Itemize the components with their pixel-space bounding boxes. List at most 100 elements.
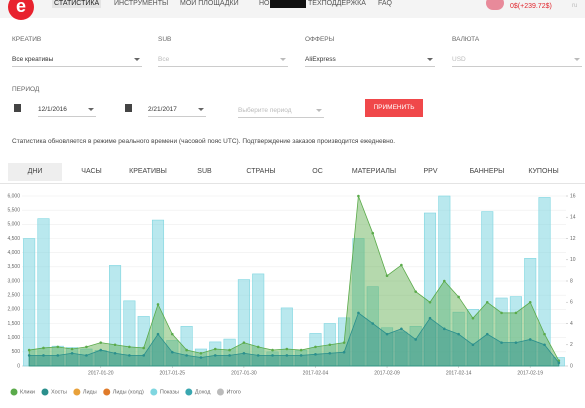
legend-marker[interactable] (103, 388, 111, 396)
legend-marker[interactable] (73, 388, 81, 396)
y-tick-label: 5,500 (7, 207, 20, 213)
y2-tick-label: 2 (570, 342, 573, 348)
balance: 0$(+239.72$) (510, 3, 552, 10)
x-tick-label: 2017-02-04 (303, 370, 329, 376)
tab[interactable]: PPV (423, 168, 438, 175)
y-tick-label: 500 (12, 349, 21, 355)
tab[interactable]: ДНИ (8, 163, 62, 181)
point (256, 354, 260, 357)
x-tick-label: 2017-01-30 (231, 370, 257, 376)
y-tick-label: 4,500 (7, 236, 20, 242)
nav-item[interactable]: МОИ ПЛОЩАДКИ (180, 0, 239, 7)
point (385, 332, 389, 336)
point (185, 348, 188, 352)
legend-label: Хосты (51, 389, 67, 395)
bar (37, 218, 50, 367)
legend-marker[interactable] (41, 388, 49, 396)
point (299, 354, 303, 357)
language[interactable]: ru (572, 3, 578, 9)
point (357, 311, 360, 315)
legend-marker[interactable] (185, 388, 193, 396)
point (328, 351, 332, 355)
tab[interactable]: СТРАНЫ (246, 168, 276, 175)
filter-value: Все (158, 56, 170, 63)
nav-item[interactable]: НОВО (257, 0, 281, 8)
point (385, 274, 389, 277)
nav-item[interactable]: ТЕХПОДДЕРЖКА (308, 0, 366, 7)
y-tick-label: 4,000 (7, 250, 20, 256)
date-from[interactable]: 12/1/2016 (38, 106, 96, 117)
y2-tick-label: 4 (570, 321, 573, 327)
filter-value: AliExpress (305, 56, 336, 63)
point (314, 345, 317, 349)
apply-button[interactable]: ПРИМЕНИТЬ (365, 99, 423, 117)
legend-label: Итого (226, 389, 240, 395)
filter-value: Все креативы (12, 56, 54, 63)
date-to[interactable]: 2/21/2017 (148, 106, 206, 117)
legend-marker[interactable] (10, 388, 18, 396)
point (400, 327, 403, 331)
point (514, 311, 518, 315)
filter-select[interactable]: USD (452, 56, 582, 67)
y2-tick-label: 16 (570, 193, 576, 199)
nav-item[interactable]: СТАТИСТИКА (52, 0, 102, 8)
point (27, 348, 31, 352)
top-bar (0, 0, 585, 18)
point (357, 194, 360, 198)
tab[interactable]: ОС (312, 168, 323, 175)
legend-marker[interactable] (150, 388, 158, 396)
tab[interactable]: ЧАСЫ (81, 168, 102, 175)
filter-value: USD (452, 56, 466, 63)
point (85, 354, 88, 357)
date-from-text: 12/1/2016 (38, 106, 67, 113)
point (128, 354, 131, 357)
logo[interactable]: e (8, 0, 34, 20)
y-tick-label: 1,000 (7, 335, 20, 341)
tab[interactable]: КУПОНЫ (528, 168, 559, 175)
note: Статистика обновляется в режиме реальног… (12, 138, 396, 145)
point (85, 345, 88, 349)
point (56, 345, 60, 349)
point (414, 290, 417, 293)
nav-item[interactable]: ИНСТРУМЕНТЫ (114, 0, 169, 7)
y2-tick-label: 6 (570, 300, 573, 306)
legend-marker[interactable] (216, 388, 224, 396)
tab[interactable]: БАННЕРЫ (469, 168, 505, 175)
legend-label: Показы (160, 389, 179, 395)
period-label: ПЕРИОД (12, 86, 40, 93)
x-tick-label: 2017-01-25 (160, 370, 186, 376)
filter-label: SUB (158, 36, 172, 43)
point (471, 343, 475, 347)
filter-label: ВАЛЮТА (452, 36, 480, 43)
filter-select[interactable]: AliExpress (305, 56, 435, 67)
point (557, 359, 561, 362)
point (500, 311, 503, 315)
point (371, 231, 375, 235)
tab[interactable]: МАТЕРИАЛЫ (351, 168, 397, 175)
y-tick-label: 3,500 (7, 264, 20, 270)
point (471, 316, 475, 320)
point (42, 354, 45, 357)
point (285, 354, 289, 357)
preset-select[interactable]: Выберите период (238, 107, 324, 118)
tab[interactable]: SUB (197, 168, 212, 175)
point (99, 348, 103, 352)
point (400, 263, 403, 267)
point (70, 347, 74, 351)
filter-select[interactable]: Все креативы (12, 56, 142, 67)
avatar[interactable] (486, 0, 504, 10)
tab[interactable]: КРЕАТИВЫ (129, 168, 167, 175)
bar (23, 238, 36, 367)
nav-item[interactable]: FAQ (378, 0, 393, 7)
y-tick-label: 3,000 (7, 278, 20, 284)
legend-label: Доход (195, 389, 211, 395)
point (156, 332, 160, 336)
filter-label: КРЕАТИВ (12, 36, 42, 43)
point (199, 356, 203, 359)
filter-select[interactable]: Все (158, 56, 288, 67)
point (328, 343, 332, 347)
y-tick-label: 5,000 (7, 222, 20, 228)
x-tick-label: 2017-01-20 (88, 370, 114, 376)
point (242, 341, 246, 344)
